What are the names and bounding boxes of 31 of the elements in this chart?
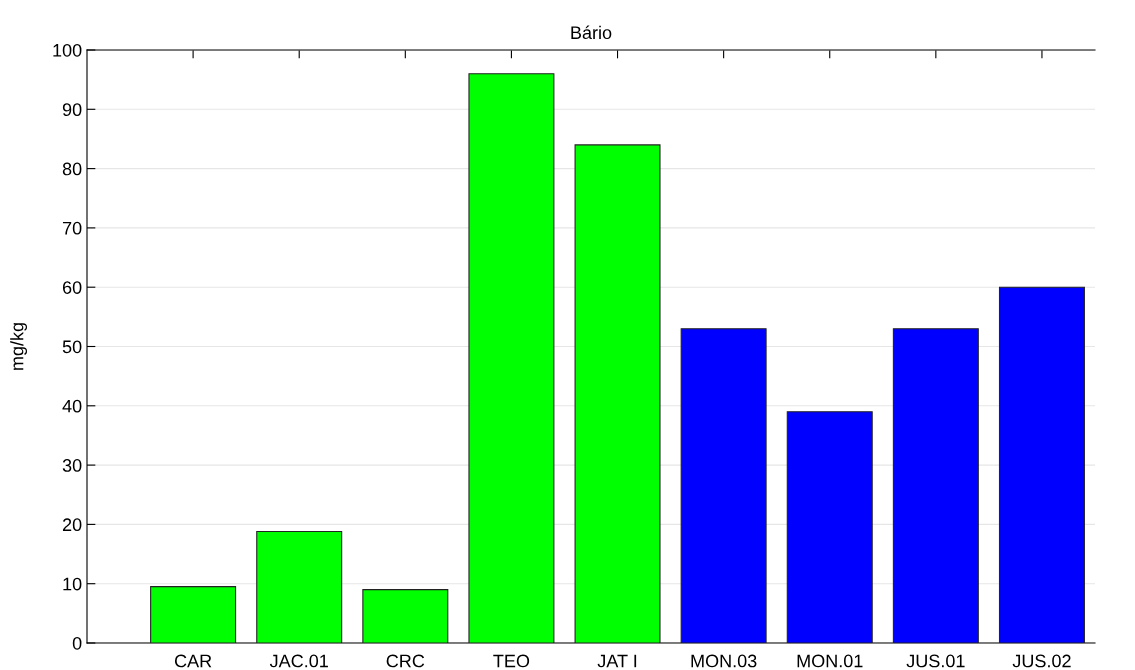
bar — [362, 589, 449, 643]
y-tick-label: 90 — [62, 103, 82, 117]
x-tick-label: MON.01 — [797, 654, 863, 668]
x-tick-label: JUS.01 — [906, 654, 965, 668]
y-axis-title: mg/kg — [10, 323, 28, 370]
y-tick-label: 40 — [62, 399, 82, 413]
bar — [998, 286, 1085, 643]
x-tick-label: JAT I — [597, 654, 637, 668]
bar — [574, 144, 661, 643]
y-tick-label: 20 — [62, 518, 82, 532]
y-tick-label: 0 — [72, 636, 82, 650]
y-tick-label: 100 — [53, 43, 82, 57]
x-tick-label: CAR — [174, 654, 212, 668]
y-tick-label: 70 — [62, 221, 82, 235]
x-tick-label: JAC.01 — [269, 654, 328, 668]
x-tick-label: MON.03 — [691, 654, 757, 668]
bar — [468, 73, 555, 643]
chart-title: Bário — [571, 25, 612, 40]
bar — [892, 328, 979, 643]
bar — [256, 530, 343, 643]
y-tick-label: 60 — [62, 281, 82, 294]
bar — [150, 586, 237, 643]
y-tick-label: 10 — [63, 577, 82, 591]
bar — [680, 328, 767, 643]
y-tick-label: 80 — [62, 162, 82, 176]
x-tick-label: TEO — [493, 654, 530, 668]
bar — [786, 411, 873, 643]
y-tick-label: 50 — [62, 340, 82, 354]
x-tick-label: JUS.02 — [1012, 654, 1071, 668]
x-tick-label: CRC — [386, 654, 425, 668]
y-tick-label: 30 — [62, 459, 82, 472]
